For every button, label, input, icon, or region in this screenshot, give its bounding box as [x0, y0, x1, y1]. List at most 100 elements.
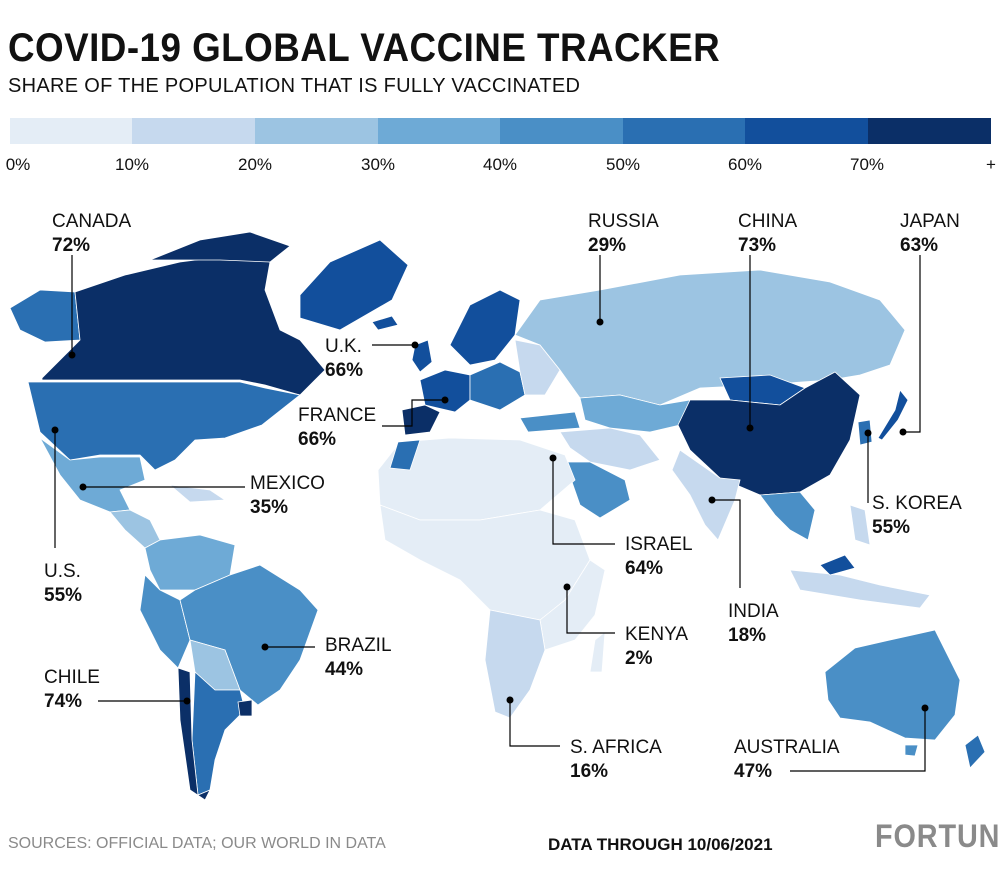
label-china-name: CHINA [738, 211, 798, 232]
region-australia [824, 629, 961, 741]
legend-bin-70 [868, 118, 991, 144]
region-southeast-asia [759, 491, 816, 541]
region-central-asia [579, 394, 691, 433]
leader-lines [54, 255, 926, 772]
label-russia-name: RUSSIA [588, 211, 659, 232]
label-chile-value: 74% [44, 691, 83, 712]
region-malaysia [819, 554, 856, 576]
region-peru [139, 574, 191, 669]
label-france-name: FRANCE [298, 405, 377, 426]
dot-us [51, 426, 59, 434]
legend-bin-40 [500, 118, 623, 144]
legend-tick [9, 118, 10, 144]
region-middle-east [559, 427, 661, 471]
region-china [677, 371, 861, 496]
leader-australia [790, 708, 926, 772]
legend-bin-10 [132, 118, 255, 144]
data-date: DATA THROUGH 10/06/2021 [548, 835, 773, 854]
region-philippines [849, 504, 871, 546]
region-france [419, 369, 471, 413]
label-india-name: INDIA [728, 601, 779, 622]
region-india [671, 449, 741, 541]
label-safrica-name: S. AFRICA [570, 737, 662, 758]
dot-kenya [563, 583, 571, 591]
label-uk-name: U.K. [325, 336, 362, 357]
region-mexico [39, 437, 146, 513]
legend-label-40: 40% [482, 155, 518, 174]
region-japan [877, 389, 909, 441]
region-madagascar [589, 631, 606, 673]
region-argentina [191, 671, 246, 796]
region-central-america [109, 509, 161, 549]
region-central-europe [469, 361, 526, 411]
region-greenland [299, 239, 409, 331]
region-iberia [401, 404, 441, 436]
label-korea-value: 55% [872, 517, 911, 538]
dot-canada [68, 351, 76, 359]
legend-label-70: 70% [849, 155, 885, 174]
label-mexico-value: 35% [250, 497, 289, 518]
legend-label-plus: + [986, 155, 996, 174]
leader-france [382, 399, 445, 427]
sources-note: SOURCES: OFFICIAL DATA; OUR WORLD IN DAT… [8, 835, 386, 852]
dot-chile [183, 697, 191, 705]
label-israel-name: ISRAEL [625, 534, 693, 555]
label-japan-value: 63% [900, 235, 939, 256]
label-russia-value: 29% [588, 235, 627, 256]
region-new-zealand [964, 734, 986, 769]
legend-bin-50 [623, 118, 745, 144]
dot-russia [596, 318, 604, 326]
label-kenya-name: KENYA [625, 624, 689, 645]
label-israel-value: 64% [625, 558, 664, 579]
label-canada-name: CANADA [52, 211, 132, 232]
region-uk [411, 339, 433, 373]
leader-japan [903, 255, 921, 433]
label-australia-value: 47% [734, 761, 773, 782]
dot-korea [864, 429, 872, 437]
dot-india [708, 496, 716, 504]
label-kenya-value: 2% [625, 648, 653, 669]
label-china-value: 73% [738, 235, 777, 256]
legend-bin-20 [255, 118, 378, 144]
region-caribbean [168, 484, 227, 503]
legend-label-30: 30% [360, 155, 396, 174]
label-mexico-name: MEXICO [250, 473, 325, 494]
region-east-africa [539, 559, 606, 651]
region-alaska [9, 289, 81, 343]
map-title: COVID-19 GLOBAL VACCINE TRACKER [8, 26, 721, 70]
legend-label-0: 0% [5, 155, 31, 174]
dot-uk [411, 341, 419, 349]
leader-kenya [566, 587, 615, 634]
dot-china [746, 424, 754, 432]
label-safrica-value: 16% [570, 761, 609, 782]
callout-dots [51, 318, 929, 712]
region-central-africa [379, 504, 591, 621]
region-tasmania [904, 744, 919, 757]
leader-safrica [509, 700, 560, 747]
dot-safrica [506, 696, 514, 704]
label-brazil-name: BRAZIL [325, 635, 392, 656]
label-india-value: 18% [728, 625, 767, 646]
legend-bin-30 [378, 118, 500, 144]
label-canada-value: 72% [52, 235, 91, 256]
legend-label-20: 20% [237, 155, 273, 174]
dot-mexico [79, 483, 87, 491]
label-korea-name: S. KOREA [872, 493, 962, 514]
region-canada-islands [149, 231, 291, 263]
label-japan-name: JAPAN [900, 211, 960, 232]
label-uk-value: 66% [325, 360, 364, 381]
leader-israel [552, 458, 615, 545]
label-chile-name: CHILE [44, 667, 100, 688]
dot-japan [899, 428, 907, 436]
world-map [9, 231, 986, 801]
region-uruguay [237, 699, 253, 717]
region-scandinavia [449, 289, 521, 366]
legend-label-50: 50% [605, 155, 641, 174]
fortune-logo: FORTUNE [875, 818, 1001, 854]
dot-israel [549, 454, 557, 462]
label-france-value: 66% [298, 429, 337, 450]
legend-label-60: 60% [727, 155, 763, 174]
color-legend [9, 118, 991, 144]
label-us-value: 55% [44, 585, 83, 606]
leader-india [712, 499, 741, 588]
